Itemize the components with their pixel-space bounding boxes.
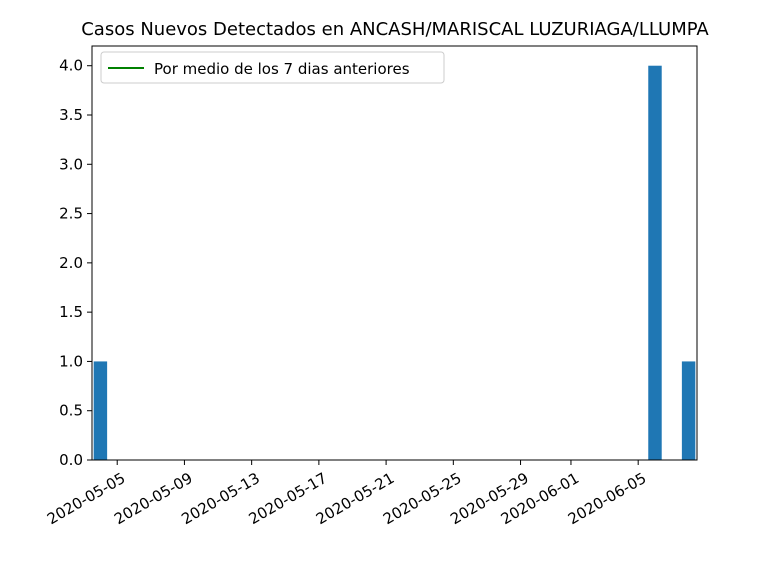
chart-title: Casos Nuevos Detectados en ANCASH/MARISC… — [81, 19, 709, 40]
axes-layer: 0.00.51.01.52.02.53.03.54.02020-05-05202… — [44, 45, 698, 528]
y-tick-label: 2.0 — [59, 254, 83, 272]
y-tick-label: 3.0 — [59, 155, 83, 173]
y-tick-label: 4.0 — [59, 57, 83, 75]
y-tick-label: 3.5 — [59, 106, 83, 124]
y-tick-label: 0.5 — [59, 402, 83, 420]
y-tick-label: 2.5 — [59, 205, 83, 223]
legend-box — [100, 51, 445, 84]
legend: Por medio de los 7 dias anteriores — [100, 51, 445, 84]
bars-layer — [93, 65, 696, 460]
y-tick-label: 0.0 — [59, 451, 83, 469]
plot-frame — [91, 45, 698, 461]
bar-2020-05-04 — [93, 361, 108, 460]
bar-2020-06-08 — [681, 361, 696, 460]
y-tick-label: 1.0 — [59, 352, 83, 370]
legend-label: Por medio de los 7 dias anteriores — [154, 60, 410, 78]
y-tick-label: 1.5 — [59, 303, 83, 321]
bar-2020-06-06 — [648, 65, 662, 460]
